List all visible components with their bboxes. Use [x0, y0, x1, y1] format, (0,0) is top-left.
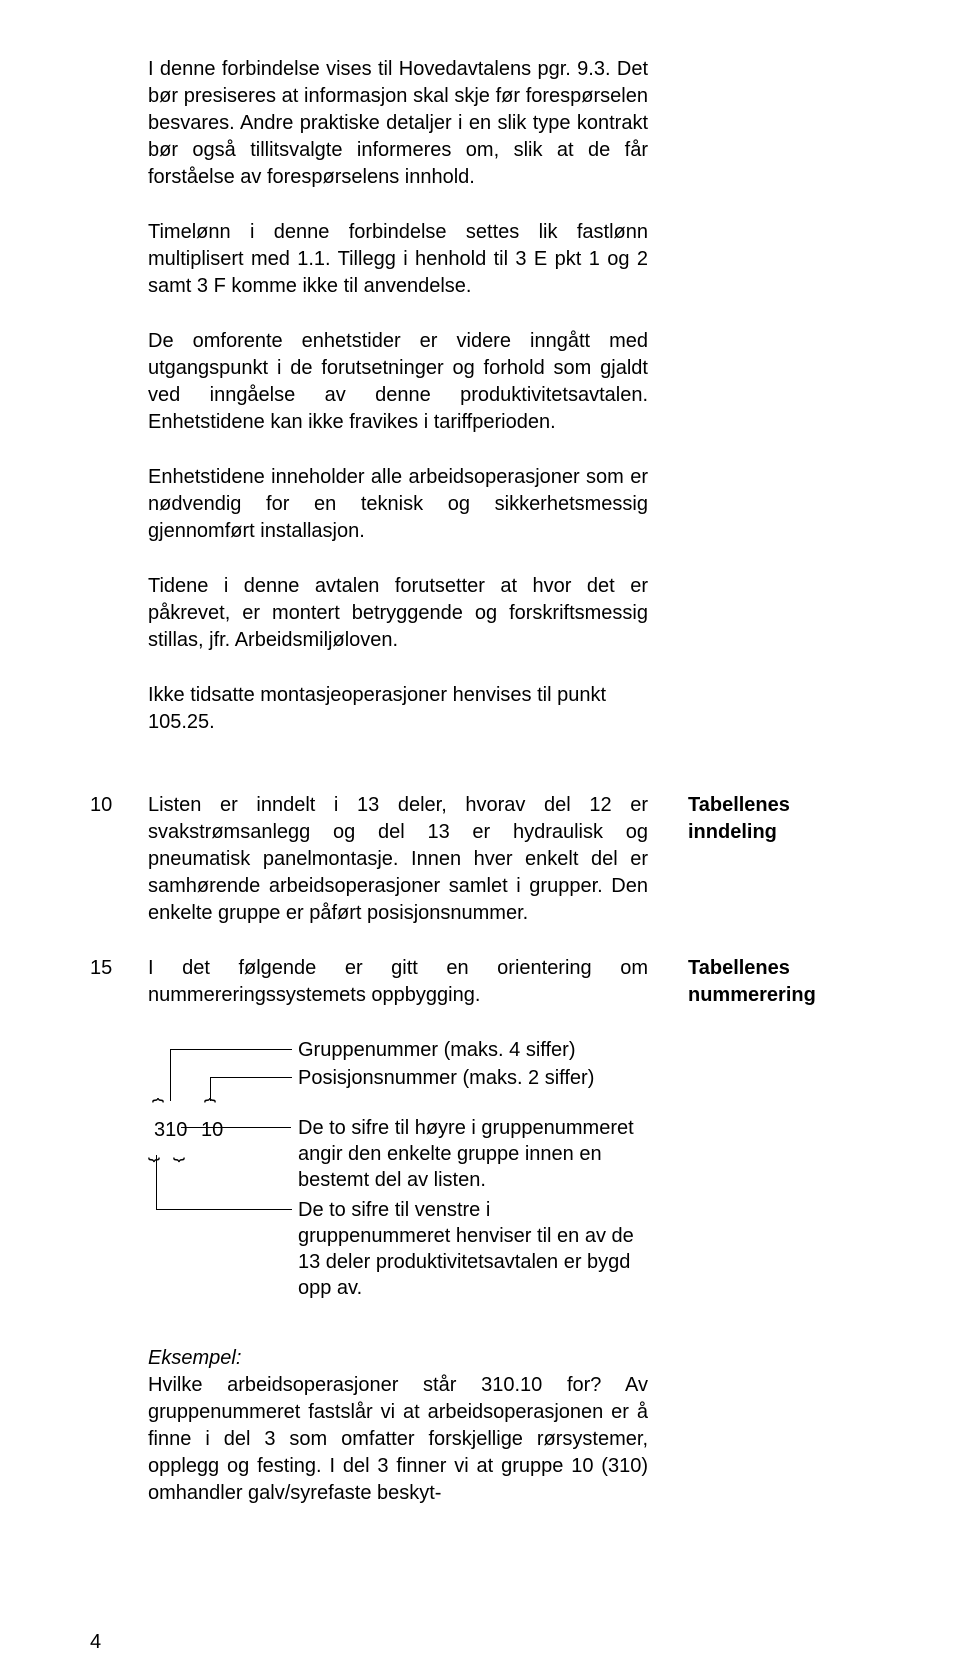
diagram-label-posisjonsnummer: Posisjonsnummer (maks. 2 siffer) — [298, 1065, 594, 1091]
diagram-desc-2: De to sifre til venstre i gruppenummeret… — [298, 1197, 648, 1301]
paragraph-8: I det følgende er gitt en orientering om… — [148, 955, 648, 1009]
right-label-15: Tabellenes nummerering — [688, 955, 816, 1009]
diagram-desc-1: De to sifre til høyre i gruppenummeret a… — [298, 1115, 648, 1193]
page-number: 4 — [90, 1631, 101, 1654]
paragraph-7: Listen er inndelt i 13 deler, hvorav del… — [148, 792, 648, 927]
example-body: Hvilke arbeidsoperasjoner står 310.10 fo… — [148, 1374, 648, 1504]
right-label-10a: Tabellenes — [688, 792, 790, 819]
diagram-line — [210, 1077, 211, 1101]
paragraph-3: De omforente enhetstider er videre inngå… — [148, 328, 648, 436]
brace-icon: ⏟ — [173, 1137, 183, 1164]
diagram-code-10: 10 — [201, 1117, 223, 1144]
paragraph-row: I denne forbindelse vises til Hovedavtal… — [90, 56, 870, 764]
paragraph-5: Tidene i denne avtalen forutsetter at hv… — [148, 573, 648, 654]
diagram-row: Gruppenummer (maks. 4 siffer) Posisjonsn… — [90, 1037, 870, 1317]
paragraph-4: Enhetstidene inneholder alle arbeidsoper… — [148, 464, 648, 545]
diagram-line — [156, 1155, 157, 1209]
left-number-15: 15 — [90, 955, 148, 982]
left-number-10: 10 — [90, 792, 148, 819]
diagram-label-gruppenummer: Gruppenummer (maks. 4 siffer) — [298, 1037, 576, 1063]
diagram-line — [210, 1077, 292, 1078]
right-label-15a: Tabellenes — [688, 955, 816, 982]
diagram-line — [170, 1049, 171, 1101]
diagram-line — [170, 1049, 292, 1050]
paragraph-6: Ikke tidsatte montasjeoperasjoner henvis… — [148, 682, 648, 736]
example-title: Eksempel: — [148, 1347, 241, 1369]
paragraph-2: Timelønn i denne forbindelse settes lik … — [148, 219, 648, 300]
diagram-line — [181, 1127, 291, 1128]
right-label-15b: nummerering — [688, 982, 816, 1009]
main-column: I denne forbindelse vises til Hovedavtal… — [148, 56, 648, 764]
right-label-10: Tabellenes inndeling — [688, 792, 790, 846]
paragraph-1: I denne forbindelse vises til Hovedavtal… — [148, 56, 648, 191]
example-row: Eksempel: Hvilke arbeidsoperasjoner står… — [90, 1345, 870, 1507]
paragraph-row-10: 10 Listen er inndelt i 13 deler, hvorav … — [90, 792, 870, 927]
diagram-line — [156, 1209, 292, 1210]
numbering-diagram: Gruppenummer (maks. 4 siffer) Posisjonsn… — [148, 1037, 648, 1257]
diagram-container: Gruppenummer (maks. 4 siffer) Posisjonsn… — [148, 1037, 648, 1317]
right-label-10b: inndeling — [688, 819, 790, 846]
example-block: Eksempel: Hvilke arbeidsoperasjoner står… — [148, 1345, 648, 1507]
paragraph-row-15: 15 I det følgende er gitt en orientering… — [90, 955, 870, 1009]
